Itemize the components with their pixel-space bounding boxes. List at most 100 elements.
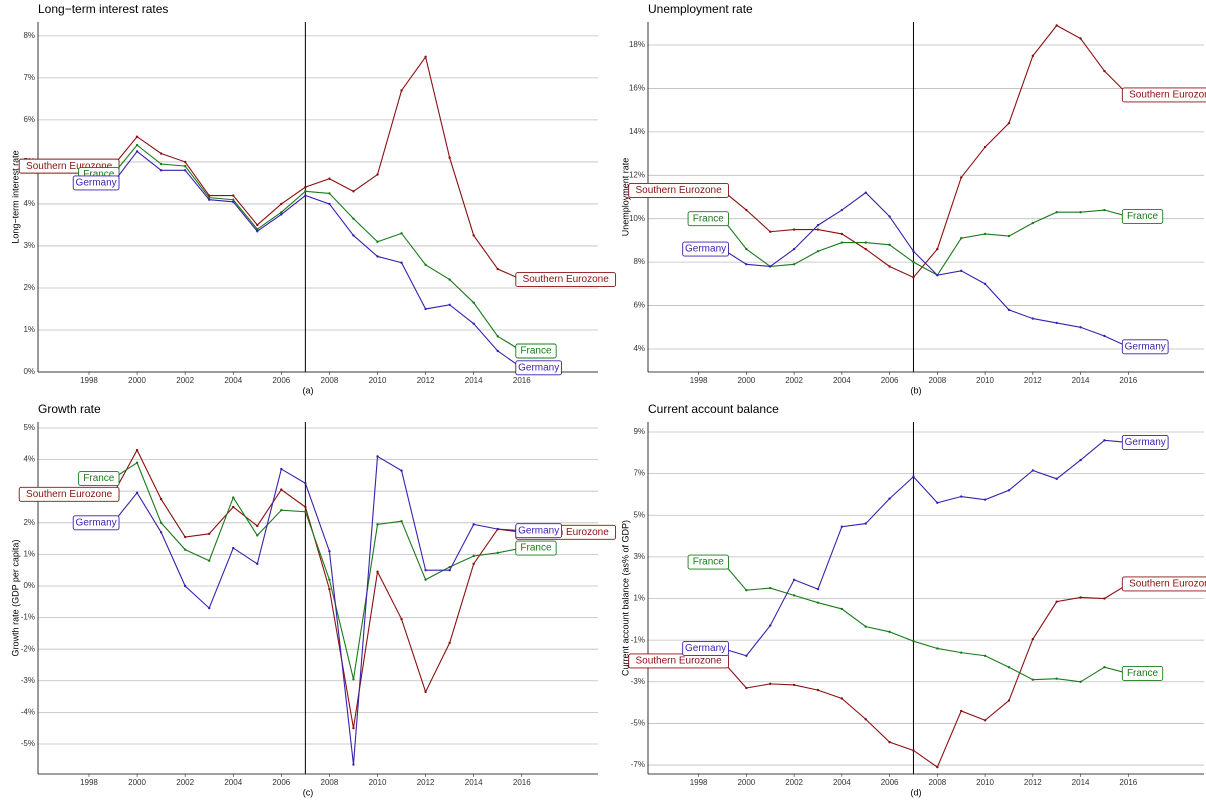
- series-label-end: France: [1127, 668, 1159, 679]
- panel: Growth rate-5%-4%-3%-2%-1%0%1%2%3%4%5%19…: [10, 402, 617, 797]
- y-tick-label: 5%: [23, 423, 35, 432]
- series-label-start-box: [72, 175, 120, 191]
- series-label-end-box: [1121, 666, 1164, 681]
- series-label-start-box: [687, 554, 729, 570]
- data-point: [376, 570, 379, 573]
- series-label-start-box: [687, 211, 729, 227]
- data-point: [1055, 600, 1058, 603]
- series-label-end: Germany: [1125, 437, 1166, 448]
- data-point: [232, 505, 235, 509]
- data-point: [328, 192, 331, 195]
- x-tick-label: 2000: [128, 376, 146, 385]
- y-tick-label: -5%: [21, 739, 35, 748]
- data-point: [135, 150, 139, 153]
- x-tick-label: 2000: [128, 778, 146, 787]
- x-tick-label: 2008: [928, 376, 946, 385]
- series-line: [722, 209, 1129, 276]
- x-tick-label: 2004: [224, 778, 242, 787]
- data-point: [792, 578, 796, 581]
- data-point: [983, 232, 987, 236]
- data-point: [769, 682, 772, 686]
- y-tick-label: -3%: [21, 676, 35, 685]
- data-point: [745, 686, 748, 690]
- data-point: [135, 143, 139, 147]
- y-tick-label: 0%: [23, 581, 35, 590]
- data-point: [1031, 317, 1035, 320]
- data-point: [183, 160, 187, 164]
- y-tick-label: 1%: [23, 550, 35, 559]
- panel: Long−term interest rates0%1%2%3%4%5%6%7%…: [10, 2, 617, 395]
- x-tick-label: 2012: [1024, 778, 1042, 787]
- series-label-start: France: [693, 213, 725, 224]
- data-point: [840, 208, 844, 212]
- y-tick-label: 16%: [629, 84, 645, 93]
- x-tick-label: 2014: [1072, 778, 1090, 787]
- x-tick-label: 2008: [321, 376, 339, 385]
- data-point: [352, 234, 355, 237]
- data-point: [232, 496, 235, 499]
- data-point: [936, 647, 939, 650]
- y-axis-label: Long−term interest rate: [10, 150, 20, 243]
- series-label-end: Southern Eurozone: [1129, 90, 1206, 101]
- series-label-start-box: [72, 515, 120, 531]
- y-tick-label: -3%: [631, 677, 645, 686]
- data-point: [135, 135, 139, 138]
- data-point: [232, 194, 235, 197]
- series-label-end-box: [515, 523, 563, 539]
- data-point: [400, 232, 403, 235]
- panel-title: Long−term interest rates: [38, 2, 168, 16]
- data-point: [792, 228, 796, 231]
- x-tick-label: 2004: [833, 778, 851, 787]
- data-point: [960, 269, 963, 273]
- data-point: [376, 240, 379, 243]
- data-point: [912, 475, 915, 478]
- data-point: [888, 243, 891, 246]
- data-point: [816, 688, 820, 692]
- data-point: [256, 534, 259, 537]
- data-point: [424, 690, 427, 694]
- data-point: [1007, 234, 1011, 238]
- data-point: [1055, 24, 1058, 27]
- data-point: [328, 177, 331, 180]
- data-point: [328, 587, 331, 591]
- data-point: [448, 156, 451, 159]
- series-label-end-box: [1121, 87, 1206, 103]
- data-point: [1079, 680, 1082, 683]
- y-tick-label: 3%: [633, 552, 645, 561]
- panel-title: Current account balance: [648, 402, 779, 416]
- data-point: [1031, 221, 1035, 225]
- data-point: [960, 176, 963, 179]
- series-label-start: Germany: [76, 178, 117, 189]
- panel-title: Growth rate: [38, 402, 101, 416]
- series-label-end: Germany: [1125, 341, 1166, 352]
- data-point: [183, 548, 187, 551]
- data-point: [472, 234, 475, 237]
- data-point: [159, 169, 163, 172]
- data-point: [840, 607, 844, 611]
- x-tick-label: 2008: [928, 778, 946, 787]
- data-point: [864, 718, 867, 721]
- series-line: [722, 583, 1129, 768]
- series-label-end-box: [1121, 576, 1206, 592]
- data-point: [207, 532, 211, 536]
- y-tick-label: 4%: [633, 344, 645, 353]
- data-point: [1079, 37, 1082, 40]
- series-label-end: Germany: [518, 525, 559, 536]
- y-tick-label: 2%: [23, 518, 35, 527]
- data-point: [1103, 666, 1106, 669]
- data-point: [256, 562, 259, 566]
- series-line: [112, 461, 522, 680]
- series-label-start: Southern Eurozone: [26, 489, 113, 500]
- data-point: [472, 322, 475, 325]
- series-label-start: France: [83, 169, 115, 180]
- data-point: [912, 276, 915, 279]
- data-point: [864, 247, 867, 251]
- data-point: [496, 527, 499, 531]
- series-line: [112, 55, 522, 281]
- data-point: [1031, 678, 1035, 681]
- series-line: [112, 144, 523, 352]
- y-tick-label: 2%: [23, 283, 35, 292]
- data-point: [792, 594, 796, 597]
- panel-title: Unemployment rate: [648, 2, 753, 16]
- y-tick-label: 3%: [23, 241, 35, 250]
